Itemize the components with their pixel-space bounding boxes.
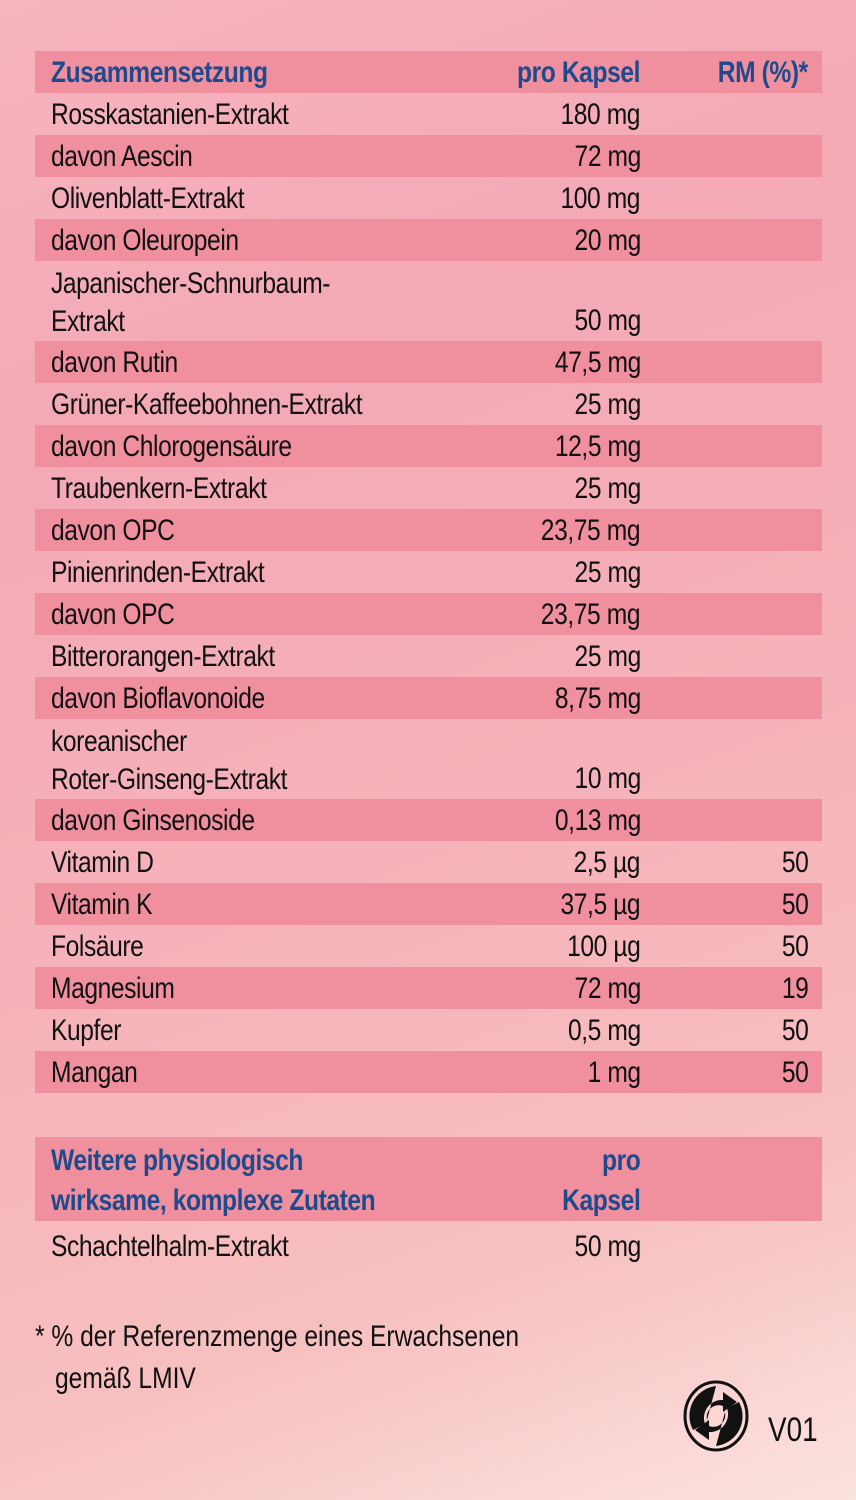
ingredient-name: Vitamin K: [51, 888, 153, 921]
ingredient-amount: 50 mg: [574, 304, 641, 337]
ingredient-rm: 50: [781, 1056, 808, 1089]
ingredient-name: Schachtelhalm-Extrakt: [51, 1230, 289, 1263]
ingredient-name: Japanischer-Schnurbaum- Extrakt: [51, 267, 331, 338]
header2-per-capsule: pro Kapsel: [562, 1144, 641, 1217]
table-row: davon Aescin 72 mg: [35, 135, 822, 177]
table-row: davon Oleuropein 20 mg: [35, 219, 822, 261]
ingredient-amount: 100 µg: [567, 930, 641, 963]
header2-name: Weitere physiologisch wirksame, komplexe…: [51, 1144, 376, 1217]
ingredient-name: Magnesium: [51, 972, 175, 1005]
ingredient-amount: 47,5 mg: [554, 346, 641, 379]
ingredient-amount: 25 mg: [574, 472, 641, 505]
ingredient-name: Folsäure: [51, 930, 144, 963]
ingredient-amount: 72 mg: [574, 140, 641, 173]
ingredient-name: Pinienrinden-Extrakt: [51, 556, 265, 589]
ingredient-amount: 23,75 mg: [541, 514, 641, 547]
ingredient-name: Bitterorangen-Extrakt: [51, 640, 275, 673]
ingredient-rm: 19: [781, 972, 808, 1005]
ingredient-amount: 0,13 mg: [554, 804, 641, 837]
ingredient-name: Kupfer: [51, 1014, 122, 1047]
table-row: Mangan 1 mg 50: [35, 1051, 822, 1093]
ingredient-name: davon OPC: [51, 598, 175, 631]
table-row: Japanischer-Schnurbaum- Extrakt 50 mg: [35, 261, 822, 341]
ingredient-name: koreanischer Roter-Ginseng-Extrakt: [51, 725, 288, 796]
ingredient-amount: 10 mg: [574, 762, 641, 795]
ingredient-rm: 50: [781, 888, 808, 921]
ingredient-name: davon Aescin: [51, 140, 193, 173]
ingredient-name: Traubenkern-Extrakt: [51, 472, 267, 505]
ingredient-rm: 50: [781, 1014, 808, 1047]
table-row: Vitamin D 2,5 µg 50: [35, 841, 822, 883]
footnote: * % der Referenzmenge eines Erwachsenen …: [35, 1316, 625, 1400]
ingredient-name: davon Bioflavonoide: [51, 682, 265, 715]
ingredient-name: davon Chlorogensäure: [51, 430, 292, 463]
table-row: davon Ginsenoside 0,13 mg: [35, 799, 822, 841]
ingredient-amount: 37,5 µg: [560, 888, 641, 921]
ingredient-amount: 12,5 mg: [554, 430, 641, 463]
table-row: Pinienrinden-Extrakt 25 mg: [35, 551, 822, 593]
table-row: Folsäure 100 µg 50: [35, 925, 822, 967]
table-row: Kupfer 0,5 mg 50: [35, 1009, 822, 1051]
ingredient-amount: 0,5 mg: [567, 1014, 641, 1047]
table-row: davon OPC 23,75 mg: [35, 593, 822, 635]
table-row: Traubenkern-Extrakt 25 mg: [35, 467, 822, 509]
table-row: davon Rutin 47,5 mg: [35, 341, 822, 383]
ingredient-name: Grüner-Kaffeebohnen-Extrakt: [51, 388, 363, 421]
ingredient-name: davon Oleuropein: [51, 224, 239, 257]
ingredient-name: Vitamin D: [51, 846, 154, 879]
header-name: Zusammensetzung: [51, 56, 268, 89]
ingredient-name: Mangan: [51, 1056, 138, 1089]
table-row: Schachtelhalm-Extrakt 50 mg: [35, 1221, 822, 1267]
additional-ingredients-table: Weitere physiologisch wirksame, komplexe…: [35, 1137, 822, 1267]
footnote-line1: * % der Referenzmenge eines Erwachsenen: [35, 1320, 520, 1353]
ingredient-amount: 72 mg: [574, 972, 641, 1005]
header-rm: RM (%)*: [717, 56, 808, 89]
ingredient-amount: 180 mg: [560, 98, 641, 131]
ingredient-amount: 23,75 mg: [541, 598, 641, 631]
table-row: Rosskastanien-Extrakt 180 mg: [35, 93, 822, 135]
ingredient-rm: 50: [781, 930, 808, 963]
ingredient-amount: 20 mg: [574, 224, 641, 257]
composition-table: Zusammensetzung pro Kapsel RM (%)* Rossk…: [35, 51, 822, 1093]
table-row: davon Bioflavonoide 8,75 mg: [35, 677, 822, 719]
ingredient-name: davon Rutin: [51, 346, 178, 379]
ingredient-name: davon OPC: [51, 514, 175, 547]
header-per-capsule: pro Kapsel: [517, 56, 641, 89]
ingredient-amount: 100 mg: [560, 182, 641, 215]
ingredient-amount: 8,75 mg: [554, 682, 641, 715]
ingredient-amount: 1 mg: [587, 1056, 641, 1089]
table-row: davon Chlorogensäure 12,5 mg: [35, 425, 822, 467]
ingredient-name: Rosskastanien-Extrakt: [51, 98, 289, 131]
ingredient-amount: 25 mg: [574, 556, 641, 589]
table2-header: Weitere physiologisch wirksame, komplexe…: [35, 1137, 822, 1221]
ingredient-name: Olivenblatt-Extrakt: [51, 182, 245, 215]
table-row: Grüner-Kaffeebohnen-Extrakt 25 mg: [35, 383, 822, 425]
ingredient-rm: 50: [781, 846, 808, 879]
ingredient-amount: 25 mg: [574, 388, 641, 421]
ingredient-amount: 2,5 µg: [574, 846, 641, 879]
table-row: Vitamin K 37,5 µg 50: [35, 883, 822, 925]
table-row: Olivenblatt-Extrakt 100 mg: [35, 177, 822, 219]
ingredient-amount: 50 mg: [574, 1230, 641, 1263]
ingredient-amount: 25 mg: [574, 640, 641, 673]
ingredient-name: davon Ginsenoside: [51, 804, 255, 837]
table-row: davon OPC 23,75 mg: [35, 509, 822, 551]
footnote-line2: gemäß LMIV: [55, 1362, 196, 1395]
green-dot-recycling-icon: [683, 1380, 749, 1452]
version-label: V01: [768, 1411, 818, 1449]
table-header: Zusammensetzung pro Kapsel RM (%)*: [35, 51, 822, 93]
table-row: Bitterorangen-Extrakt 25 mg: [35, 635, 822, 677]
table-row: Magnesium 72 mg 19: [35, 967, 822, 1009]
table-row: koreanischer Roter-Ginseng-Extrakt 10 mg: [35, 719, 822, 799]
